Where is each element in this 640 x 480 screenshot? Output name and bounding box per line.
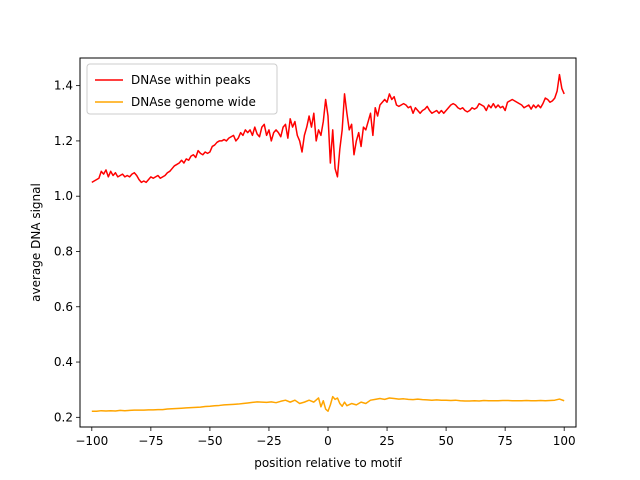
x-tick-label: −50 (197, 434, 222, 448)
y-axis: 0.2 0.4 0.6 0.8 1.0 1.2 1.4 (54, 79, 80, 424)
y-tick-label: 1.4 (54, 79, 73, 93)
y-tick-label: 1.2 (54, 134, 73, 148)
legend-box (86, 63, 278, 115)
y-tick-label: 1.0 (54, 189, 73, 203)
y-tick-label: 0.8 (54, 244, 73, 258)
x-tick-label: 75 (498, 434, 513, 448)
y-axis-label: average DNA signal (29, 183, 43, 302)
legend-label-within-peaks: DNAse within peaks (131, 73, 251, 87)
legend-label-genome-wide: DNAse genome wide (131, 95, 256, 109)
legend: DNAse within peaks DNAse genome wide (86, 63, 278, 115)
x-tick-label: 25 (379, 434, 394, 448)
y-tick-label: 0.2 (54, 410, 73, 424)
x-tick-label: −25 (256, 434, 281, 448)
series-layer (91, 73, 565, 412)
y-tick-label: 0.4 (54, 355, 73, 369)
x-axis-label: position relative to motif (254, 456, 402, 470)
x-tick-label: 50 (438, 434, 453, 448)
x-axis: −100 −75 −50 −25 0 25 50 75 100 (75, 427, 576, 448)
series-line-genome-wide (91, 395, 565, 412)
x-tick-label: 100 (553, 434, 576, 448)
x-tick-label: 0 (324, 434, 332, 448)
x-tick-label: −75 (138, 434, 163, 448)
series-line-within-peaks (91, 73, 565, 184)
x-tick-label: −100 (75, 434, 108, 448)
y-tick-label: 0.6 (54, 300, 73, 314)
